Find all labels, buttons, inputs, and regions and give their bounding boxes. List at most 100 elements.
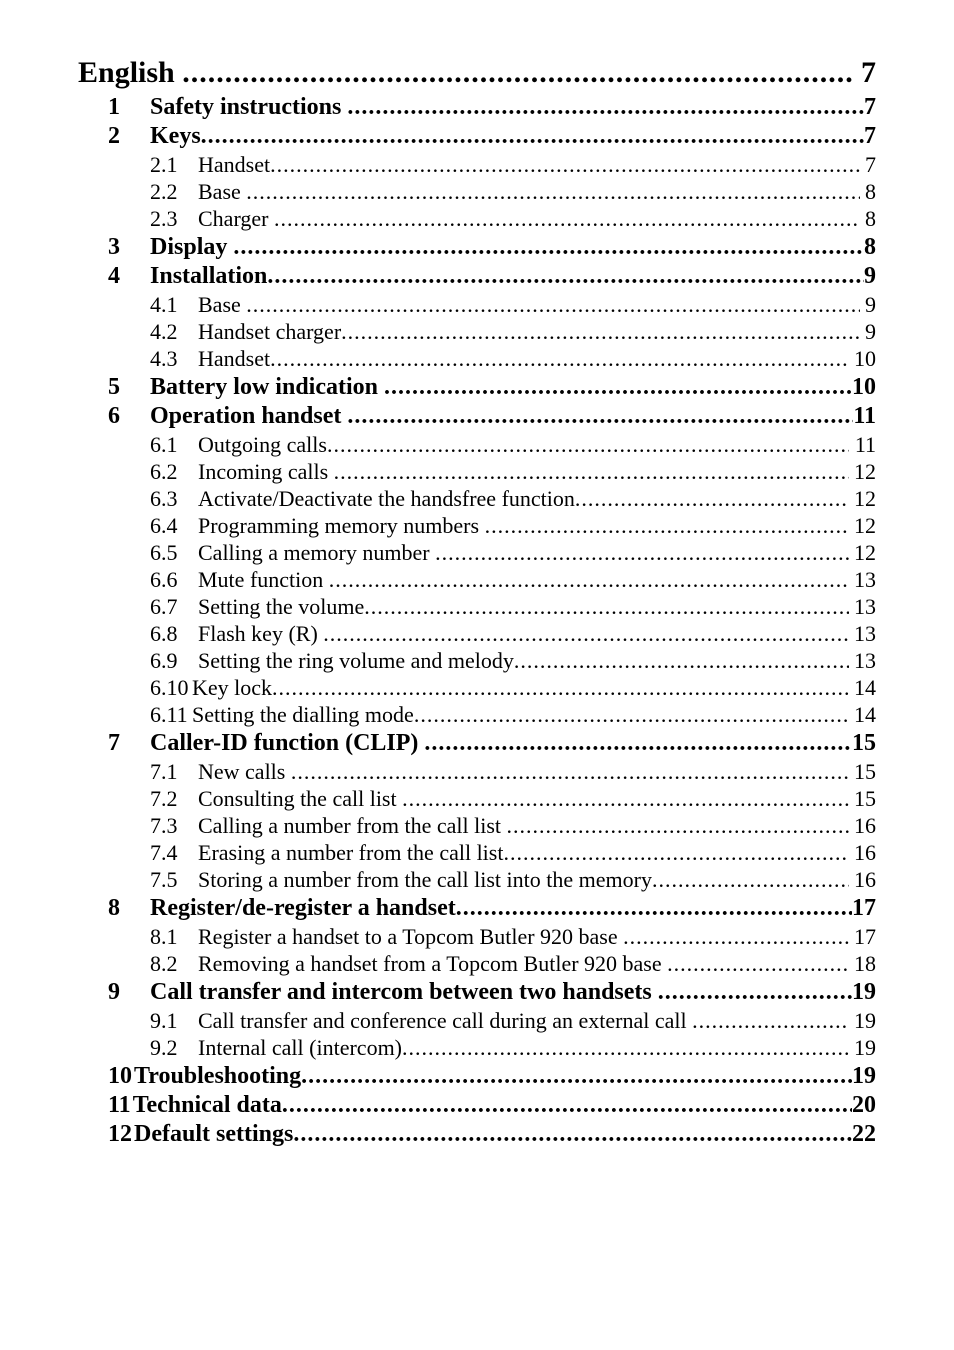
toc-entry-title: Setting the volume xyxy=(192,594,364,620)
toc-leader-dots: ........................................… xyxy=(327,432,849,458)
toc-entry-page: 19 xyxy=(852,1063,876,1090)
toc-entry-page: 15 xyxy=(852,730,876,757)
toc-row: 6.8Flash key (R) .......................… xyxy=(78,621,876,647)
toc-leader-dots: ........................................… xyxy=(414,702,849,728)
toc-entry-title: Handset xyxy=(192,346,270,372)
toc-leader-dots: ........................................… xyxy=(270,346,848,372)
toc-entry-page: 15 xyxy=(849,786,877,812)
toc-leader-dots: ........................................… xyxy=(402,1035,848,1061)
toc-entry-title: Consulting the call list xyxy=(192,786,402,812)
toc-row: 6.10Key lock............................… xyxy=(78,675,876,701)
toc-row: 6.3Activate/Deactivate the handsfree fun… xyxy=(78,486,876,512)
toc-leader-dots: ........................................… xyxy=(652,867,849,893)
toc-entry-number: 12 xyxy=(78,1121,132,1148)
toc-row: 6.4Programming memory numbers ..........… xyxy=(78,513,876,539)
toc-entry-title: Removing a handset from a Topcom Butler … xyxy=(192,951,667,977)
toc-entry-page: 8 xyxy=(864,234,876,261)
toc-row: 12Default settings......................… xyxy=(78,1121,876,1148)
toc-row: 6.1Outgoing calls.......................… xyxy=(78,432,876,458)
toc-entry-page: 12 xyxy=(849,513,877,539)
toc-entry-page: 9 xyxy=(860,319,877,345)
toc-leader-dots: ........................................… xyxy=(246,292,859,318)
toc-leader-dots: ........................................… xyxy=(301,1063,852,1090)
toc-entry-title: Charger xyxy=(192,206,274,232)
toc-row: 8.1Register a handset to a Topcom Butler… xyxy=(78,924,876,950)
toc-leader-dots: ........................................… xyxy=(402,786,848,812)
toc-entry-number: 2 xyxy=(78,123,150,150)
toc-entry-title: New calls xyxy=(192,759,291,785)
toc-leader-dots: ........................................… xyxy=(293,1121,852,1148)
toc-entry-number: 6.6 xyxy=(78,567,192,593)
toc-entry-title: Safety instructions xyxy=(150,94,347,121)
toc-leader-dots: ........................................… xyxy=(658,979,852,1006)
toc-entry-number: 9.2 xyxy=(78,1035,192,1061)
toc-leader-dots: ........................................… xyxy=(503,840,848,866)
toc-entry-title: Incoming calls xyxy=(192,459,334,485)
toc-entry-number: 10 xyxy=(78,1063,132,1090)
toc-entry-page: 12 xyxy=(849,486,877,512)
toc-entry-number: 6.2 xyxy=(78,459,192,485)
toc-entry-title: Internal call (intercom) xyxy=(192,1035,402,1061)
toc-entry-page: 19 xyxy=(849,1008,877,1034)
toc-leader-dots: ........................................… xyxy=(291,759,849,785)
toc-entry-number: 8.1 xyxy=(78,924,192,950)
toc-leader-dots: ........................................… xyxy=(182,56,853,90)
toc-entry-page: 17 xyxy=(852,895,876,922)
toc-page: English ................................… xyxy=(0,0,954,1350)
toc-row: 4.3Handset..............................… xyxy=(78,346,876,372)
toc-entry-number: 7.5 xyxy=(78,867,192,893)
toc-entry-page: 20 xyxy=(852,1092,876,1119)
toc-entry-page: 13 xyxy=(849,621,877,647)
toc-entry-page: 10 xyxy=(852,374,876,401)
toc-row: 4.1Base ................................… xyxy=(78,292,876,318)
toc-entry-title: Call transfer and intercom between two h… xyxy=(150,979,658,1006)
toc-entry-title: Call transfer and conference call during… xyxy=(192,1008,692,1034)
toc-entry-page: 9 xyxy=(864,263,876,290)
toc-row: 8.2Removing a handset from a Topcom Butl… xyxy=(78,951,876,977)
toc-entry-number: 6.4 xyxy=(78,513,192,539)
toc-entry-page: 9 xyxy=(860,292,877,318)
toc-entry-title: Battery low indication xyxy=(150,374,384,401)
toc-leader-dots: ........................................… xyxy=(623,924,848,950)
toc-entry-number: 7.1 xyxy=(78,759,192,785)
toc-row: 6.2Incoming calls ......................… xyxy=(78,459,876,485)
toc-entry-number: 1 xyxy=(78,94,150,121)
toc-entry-page: 11 xyxy=(849,432,876,458)
toc-entry-title: Activate/Deactivate the handsfree functi… xyxy=(192,486,575,512)
toc-entry-number: 6.8 xyxy=(78,621,192,647)
toc-entry-number: 6.9 xyxy=(78,648,192,674)
toc-entry-title: Display xyxy=(150,234,233,261)
toc-row: 6.7Setting the volume...................… xyxy=(78,594,876,620)
toc-entry-number: 6.11 xyxy=(78,702,192,728)
toc-row: 2.1Handset..............................… xyxy=(78,152,876,178)
toc-row: 2.3Charger .............................… xyxy=(78,206,876,232)
toc-entry-page: 16 xyxy=(849,840,877,866)
toc-entry-number: 2.2 xyxy=(78,179,192,205)
toc-leader-dots: ........................................… xyxy=(485,513,849,539)
toc-row: 6.9Setting the ring volume and melody...… xyxy=(78,648,876,674)
toc-entry-title: Base xyxy=(192,292,246,318)
toc-entry-title: Storing a number from the call list into… xyxy=(192,867,652,893)
toc-entry-number: 7.3 xyxy=(78,813,192,839)
toc-leader-dots: ........................................… xyxy=(270,152,859,178)
toc-row: 4.2Handset charger......................… xyxy=(78,319,876,345)
toc-leader-dots: ........................................… xyxy=(272,675,848,701)
toc-entry-title: Erasing a number from the call list xyxy=(192,840,503,866)
toc-entry-page: 19 xyxy=(852,979,876,1006)
toc-row: 2Keys...................................… xyxy=(78,123,876,150)
toc-entry-page: 16 xyxy=(849,813,877,839)
toc-leader-dots: ........................................… xyxy=(329,567,849,593)
toc-leader-dots: ........................................… xyxy=(514,648,849,674)
toc-entry-title: Mute function xyxy=(192,567,329,593)
toc-entry-title: Handset xyxy=(192,152,270,178)
toc-entry-number: 9.1 xyxy=(78,1008,192,1034)
toc-entry-page: 11 xyxy=(853,403,876,430)
toc-row: 6Operation handset .....................… xyxy=(78,403,876,430)
toc-entry-title: Flash key (R) xyxy=(192,621,323,647)
toc-row: 7Caller-ID function (CLIP) .............… xyxy=(78,730,876,757)
toc-entry-page: 7 xyxy=(864,123,876,150)
toc-leader-dots: ........................................… xyxy=(424,730,852,757)
toc-entry-page: 8 xyxy=(860,179,877,205)
toc-entry-number: 6.5 xyxy=(78,540,192,566)
toc-entry-number: 6.1 xyxy=(78,432,192,458)
